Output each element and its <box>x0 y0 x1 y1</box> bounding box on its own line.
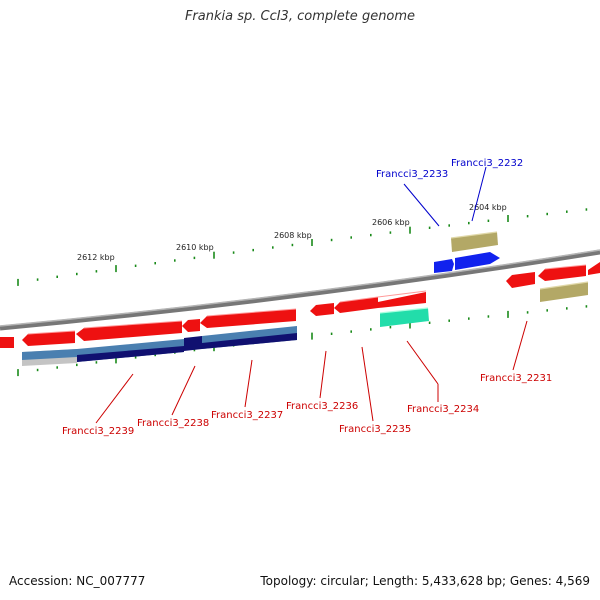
kbp-label-2606: 2606 kbp <box>372 218 410 227</box>
gene-label-francci3-2235[interactable]: Francci3_2235 <box>339 424 411 435</box>
gene-arrow-francci3-2233[interactable] <box>434 259 454 273</box>
feature-block[interactable] <box>380 308 429 327</box>
callout-line-2231 <box>512 320 528 371</box>
gene-arrow[interactable] <box>334 297 378 313</box>
gene-bevel <box>339 296 379 303</box>
feature-block[interactable] <box>202 333 297 349</box>
gene-arrow[interactable] <box>76 321 182 341</box>
gene-arrow-francci3-2232[interactable] <box>455 252 500 270</box>
kbp-label-2612: 2612 kbp <box>77 253 115 262</box>
feature-block[interactable] <box>22 349 77 360</box>
gene-label-francci3-2234[interactable]: Francci3_2234 <box>407 404 479 415</box>
genome-summary-text: Topology: circular; Length: 5,433,628 bp… <box>260 574 590 588</box>
gene-label-francci3-2238[interactable]: Francci3_2238 <box>137 418 209 429</box>
accession-text: Accession: NC_007777 <box>9 574 146 588</box>
map-title: Frankia sp. CcI3, complete genome <box>184 9 416 24</box>
feature-bevel <box>450 231 498 239</box>
callout-line-2232 <box>471 166 487 222</box>
callout-line-2237 <box>244 359 253 408</box>
gene-bevel <box>206 308 297 317</box>
feature-block[interactable] <box>184 336 202 351</box>
feature-bevel <box>539 281 589 290</box>
gene-label-francci3-2231[interactable]: Francci3_2231 <box>480 373 552 384</box>
gene-bevel <box>83 320 183 329</box>
gene-arrow[interactable] <box>0 337 14 348</box>
callout-line-2234 <box>406 340 439 385</box>
gene-label-francci3-2232[interactable]: Francci3_2232 <box>451 158 523 169</box>
kbp-label-2608: 2608 kbp <box>274 231 312 240</box>
gene-arrow[interactable] <box>378 292 426 308</box>
gene-arrow[interactable] <box>182 319 200 332</box>
callout-line-2238 <box>171 365 196 416</box>
gene-label-francci3-2233[interactable]: Francci3_2233 <box>376 169 448 180</box>
genome-backbone <box>0 249 600 331</box>
gene-arrow[interactable] <box>588 262 600 275</box>
kbp-label-2604: 2604 kbp <box>469 203 507 212</box>
feature-bevel <box>379 307 429 314</box>
gene-arrow[interactable] <box>506 272 535 288</box>
callout-line-2233 <box>403 183 440 227</box>
feature-block[interactable] <box>77 346 184 362</box>
kbp-label-2610: 2610 kbp <box>176 243 214 252</box>
gene-label-francci3-2237[interactable]: Francci3_2237 <box>211 410 283 421</box>
gene-label-francci3-2239[interactable]: Francci3_2239 <box>62 426 134 437</box>
callout-line-2236 <box>319 350 327 399</box>
genome-backbone-highlight <box>0 249 600 327</box>
gene-bevel <box>377 290 427 298</box>
gene-bevel <box>27 330 76 335</box>
gene-arrow[interactable] <box>310 303 334 316</box>
callout-line-2239 <box>95 373 134 424</box>
callout-line-2235 <box>361 346 374 422</box>
gene-arrow[interactable] <box>200 309 296 328</box>
gene-bevel <box>544 264 587 270</box>
feature-block[interactable] <box>540 282 588 302</box>
gene-label-francci3-2236[interactable]: Francci3_2236 <box>286 401 358 412</box>
gene-arrow[interactable] <box>22 331 75 346</box>
upper-tick-ring <box>17 208 588 286</box>
